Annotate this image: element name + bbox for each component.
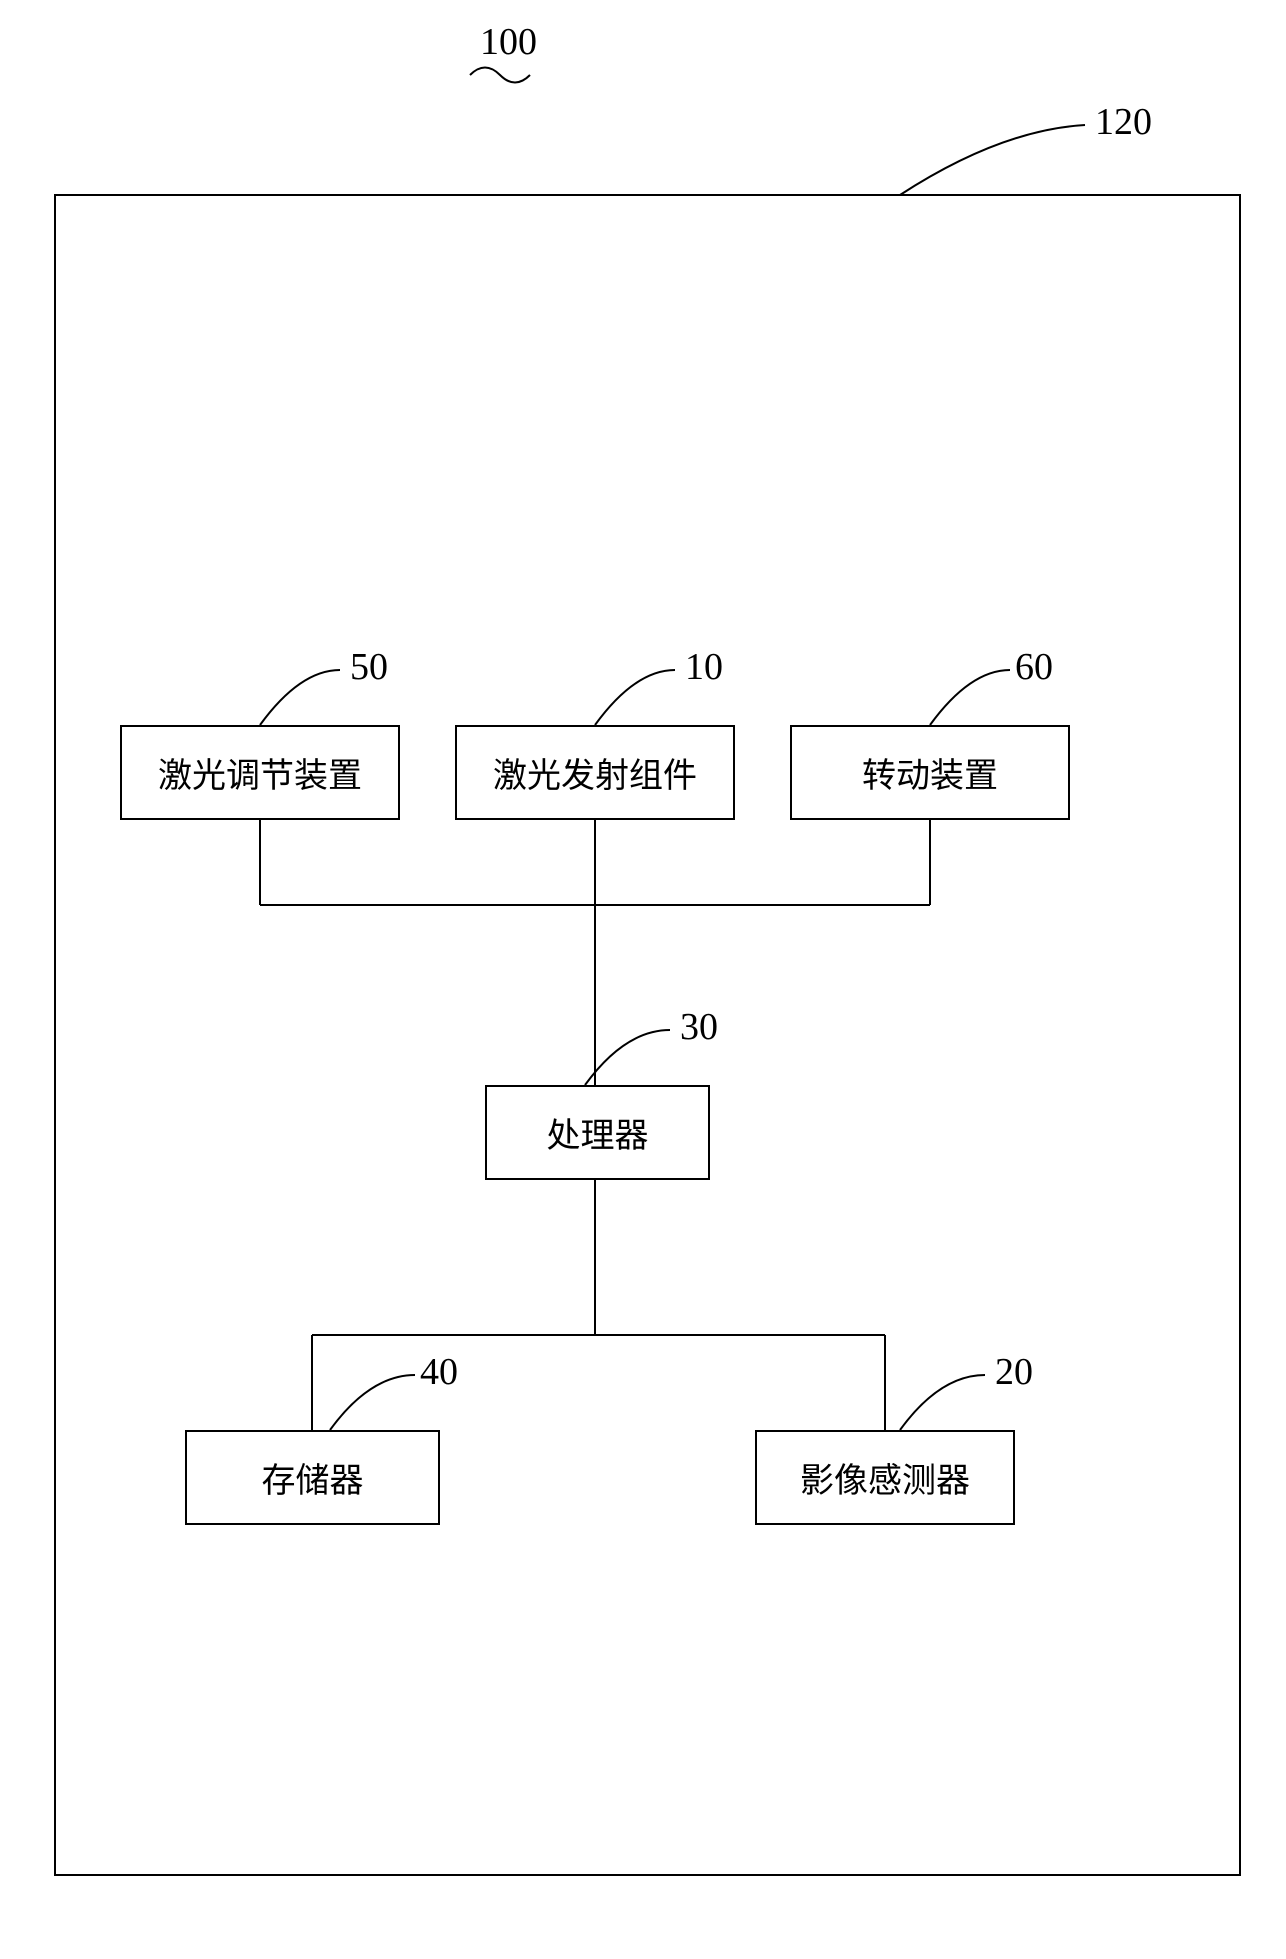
laser-adjust-ref: 50 <box>350 645 388 689</box>
rotate-box: 转动装置 <box>790 725 1070 820</box>
container-ref-label: 120 <box>1095 100 1152 144</box>
storage-box: 存储器 <box>185 1430 440 1525</box>
connectors-overlay <box>0 0 1286 1959</box>
figure-canvas: 100 120 激光调节装置 50 激光发射组件 10 转动装置 60 处理器 … <box>0 0 1286 1959</box>
storage-label: 存储器 <box>262 1453 364 1502</box>
laser-adjust-label: 激光调节装置 <box>158 748 362 797</box>
laser-emit-ref: 10 <box>685 645 723 689</box>
storage-ref: 40 <box>420 1350 458 1394</box>
rotate-ref: 60 <box>1015 645 1053 689</box>
figure-ref-label: 100 <box>480 20 537 64</box>
rotate-label: 转动装置 <box>862 748 998 797</box>
image-sensor-label: 影像感测器 <box>800 1453 970 1502</box>
processor-ref: 30 <box>680 1005 718 1049</box>
image-sensor-ref: 20 <box>995 1350 1033 1394</box>
laser-emit-label: 激光发射组件 <box>493 748 697 797</box>
laser-emit-box: 激光发射组件 <box>455 725 735 820</box>
laser-adjust-box: 激光调节装置 <box>120 725 400 820</box>
image-sensor-box: 影像感测器 <box>755 1430 1015 1525</box>
processor-box: 处理器 <box>485 1085 710 1180</box>
processor-label: 处理器 <box>547 1108 649 1157</box>
